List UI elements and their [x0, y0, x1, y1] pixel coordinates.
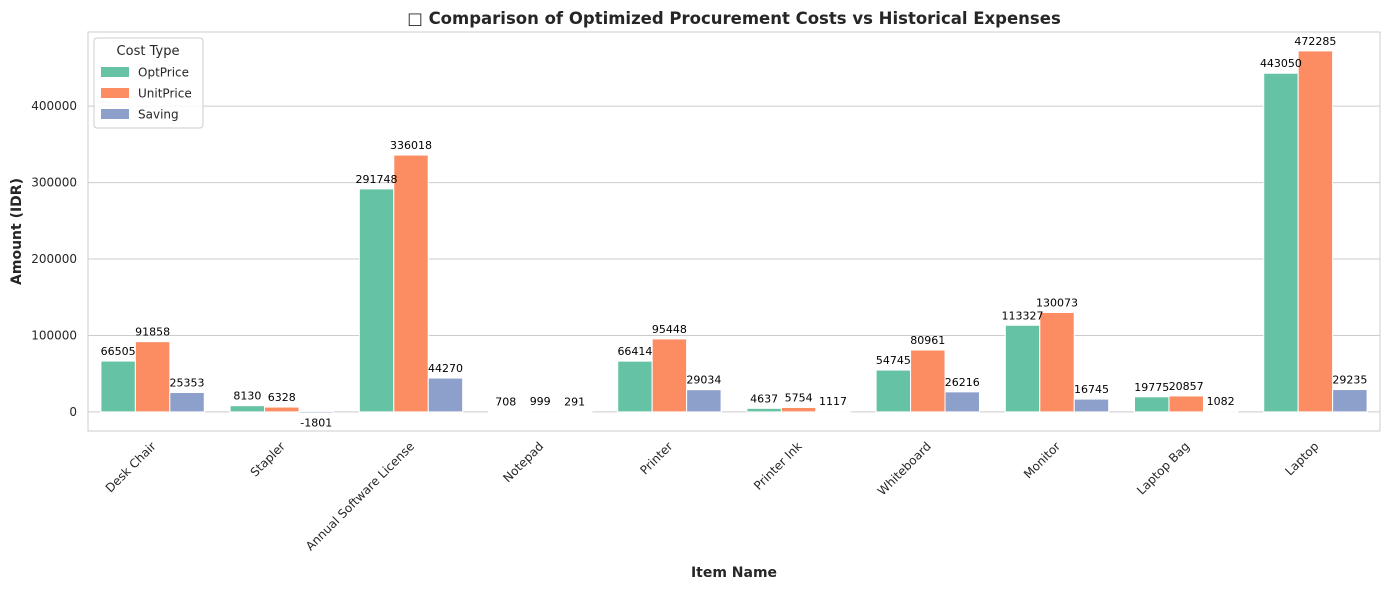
- bar: [1263, 72, 1299, 413]
- legend-swatch: [101, 67, 129, 77]
- bar: [100, 360, 136, 413]
- y-axis-ticks: 0 100000 200000 300000 400000: [31, 99, 77, 419]
- bar: [651, 338, 688, 413]
- data-label: 443050: [1260, 57, 1302, 70]
- y-tick-label: 400000: [31, 99, 77, 113]
- bar: [1332, 389, 1368, 413]
- data-label: 291748: [356, 173, 398, 186]
- legend-swatch: [101, 88, 129, 98]
- legend-entry: Saving: [138, 108, 179, 122]
- plot-frame: [87, 31, 1381, 432]
- bar: [264, 406, 300, 413]
- chart-title: □ Comparison of Optimized Procurement Co…: [407, 9, 1061, 28]
- bar: [1004, 324, 1041, 413]
- bar: [1168, 395, 1204, 413]
- bar: [427, 377, 464, 413]
- data-labels: 66505 91858 25353 8130 6328 -1801 291748 336018…: [101, 35, 1368, 429]
- x-tick-label: Stapler: [248, 439, 288, 479]
- data-label: 29235: [1332, 374, 1367, 387]
- data-label: 54745: [876, 354, 911, 367]
- data-label: 29034: [686, 374, 721, 387]
- y-tick-label: 200000: [31, 252, 77, 266]
- data-label: 44270: [428, 362, 463, 375]
- bar: [1134, 396, 1170, 413]
- data-label: 4637: [750, 392, 778, 405]
- bar: [1039, 311, 1075, 413]
- y-tick-label: 0: [69, 405, 77, 419]
- bar: [1073, 398, 1110, 413]
- data-label: 113327: [1002, 309, 1044, 322]
- x-tick-label: Monitor: [1021, 439, 1063, 481]
- data-label: 25353: [170, 377, 205, 390]
- data-label: 336018: [390, 139, 432, 152]
- legend-items: OptPrice UnitPrice Saving: [101, 66, 192, 122]
- bar: [944, 391, 980, 413]
- data-label: 95448: [652, 323, 687, 336]
- bar: [488, 410, 524, 413]
- data-label: 708: [495, 395, 516, 408]
- bar: [393, 154, 429, 413]
- data-label: 80961: [910, 334, 945, 347]
- bar: [875, 369, 912, 413]
- x-tick-label: Whiteboard: [875, 439, 934, 498]
- bar: [298, 411, 334, 414]
- data-label: 291: [564, 396, 585, 409]
- bar: [686, 389, 722, 413]
- legend-swatch: [101, 109, 129, 119]
- bar: [358, 188, 395, 413]
- bar: [522, 410, 558, 413]
- y-tick-label: 100000: [31, 328, 77, 342]
- bar: [1202, 410, 1239, 413]
- bars: [100, 50, 1368, 414]
- data-label: 8130: [233, 390, 261, 403]
- bar: [134, 341, 171, 413]
- data-label: 20857: [1169, 380, 1204, 393]
- legend-entry: OptPrice: [138, 66, 189, 80]
- x-tick-label: Printer: [637, 439, 675, 477]
- x-tick-label: Notepad: [500, 439, 546, 485]
- bar: [169, 392, 205, 413]
- plot-area: [87, 31, 1381, 432]
- y-tick-label: 300000: [31, 176, 77, 190]
- data-label: 66414: [617, 345, 652, 358]
- data-label: 472285: [1294, 35, 1336, 48]
- x-tick-label: Laptop Bag: [1134, 439, 1192, 497]
- data-label: 26216: [945, 376, 980, 389]
- bar: [556, 411, 593, 413]
- legend-entry: UnitPrice: [138, 87, 192, 101]
- data-label: 130073: [1036, 296, 1078, 309]
- x-axis-ticks: Desk Chair Stapler Annual Software License…: [103, 439, 1322, 553]
- legend-box: [93, 37, 204, 129]
- legend: Cost Type OptPrice UnitPrice Saving: [93, 37, 204, 129]
- x-tick-label: Laptop: [1282, 439, 1321, 478]
- data-label: 1117: [819, 395, 847, 408]
- x-tick-label: Printer Ink: [751, 439, 805, 493]
- legend-title: Cost Type: [117, 44, 180, 59]
- bar: [780, 406, 817, 413]
- y-axis-label: Amount (IDR): [9, 178, 25, 285]
- data-label: 6328: [268, 391, 296, 404]
- data-label: 5754: [785, 391, 813, 404]
- data-label: 16745: [1074, 383, 1109, 396]
- data-label: 91858: [135, 326, 170, 339]
- x-tick-label: Annual Software License: [303, 439, 417, 553]
- data-label: 19775: [1134, 381, 1169, 394]
- bar: [229, 405, 266, 413]
- bar: [617, 360, 653, 413]
- data-label: 1082: [1207, 395, 1235, 408]
- bar: [815, 410, 851, 413]
- data-label: 999: [530, 395, 551, 408]
- bar: [1297, 50, 1334, 413]
- data-label: -1801: [300, 416, 332, 429]
- bar: [910, 349, 946, 413]
- data-label: 66505: [101, 345, 136, 358]
- bar: [746, 407, 782, 413]
- x-axis-label: Item Name: [691, 565, 777, 581]
- x-tick-label: Desk Chair: [103, 439, 159, 495]
